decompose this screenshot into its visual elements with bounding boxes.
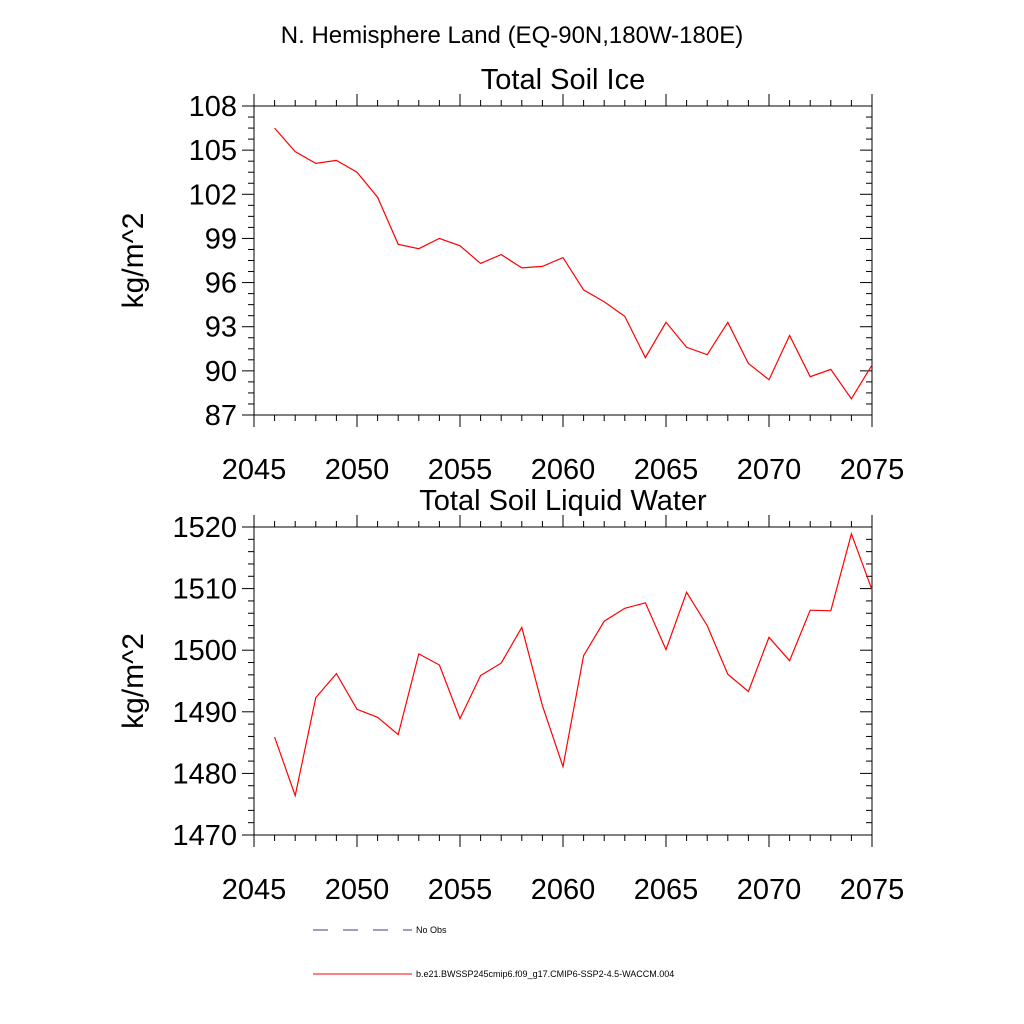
- x-tick-label: 2045: [222, 874, 287, 906]
- y-tick-label: 1490: [172, 697, 237, 729]
- y-tick-label: 102: [189, 179, 237, 211]
- y-tick-label: 105: [189, 135, 237, 167]
- legend: No Obs b.e21.BWSSP245cmip6.f09_g17.CMIP6-…: [313, 925, 674, 979]
- x-tick-label: 2055: [428, 454, 493, 486]
- x-tick-label: 2050: [325, 874, 390, 906]
- panels: Total Soil Ice kg/m^2 2045 2050 2055 2060 2065…: [117, 64, 904, 906]
- chart-title: Total Soil Ice: [481, 64, 645, 96]
- y-tick-label: 1480: [172, 758, 237, 790]
- chart-panel-2: Total Soil Liquid Water kg/m^2 2045 2050 205…: [117, 485, 904, 906]
- x-tick-label: 2050: [325, 454, 390, 486]
- y-tick-label: 1520: [172, 512, 237, 544]
- y-tick-label: 1470: [172, 820, 237, 852]
- x-tick-label: 2070: [737, 454, 802, 486]
- y-tick-label: 1500: [172, 635, 237, 667]
- x-tick-label: 2055: [428, 874, 493, 906]
- x-tick-label: 2075: [840, 454, 905, 486]
- y-axis-label: kg/m^2: [117, 633, 150, 729]
- x-tick-label: 2045: [222, 454, 287, 486]
- y-tick-label: 96: [205, 268, 237, 300]
- chart-title: Total Soil Liquid Water: [419, 485, 707, 517]
- x-tick-label: 2065: [634, 874, 699, 906]
- y-tick-label: 90: [205, 356, 237, 388]
- x-tick-label: 2070: [737, 874, 802, 906]
- legend-label-2: b.e21.BWSSP245cmip6.f09_g17.CMIP6-SSP2-4…: [416, 969, 674, 979]
- x-tick-label: 2060: [531, 874, 596, 906]
- y-tick-label: 87: [205, 400, 237, 432]
- series-line-1: [274, 127, 873, 400]
- y-tick-label: 99: [205, 223, 237, 255]
- y-tick-label: 108: [189, 91, 237, 123]
- y-tick-label: 1510: [172, 574, 237, 606]
- chart-panel-1: Total Soil Ice kg/m^2 2045 2050 2055 2060 2065…: [117, 64, 904, 486]
- x-tick-label: 2065: [634, 454, 699, 486]
- series-line-1: [274, 531, 873, 798]
- x-tick-label: 2060: [531, 454, 596, 486]
- figure-header: N. Hemisphere Land (EQ-90N,180W-180E): [281, 22, 743, 49]
- y-tick-label: 93: [205, 312, 237, 344]
- x-tick-label: 2075: [840, 874, 905, 906]
- legend-label-1: No Obs: [416, 925, 447, 935]
- y-axis-label: kg/m^2: [117, 213, 150, 309]
